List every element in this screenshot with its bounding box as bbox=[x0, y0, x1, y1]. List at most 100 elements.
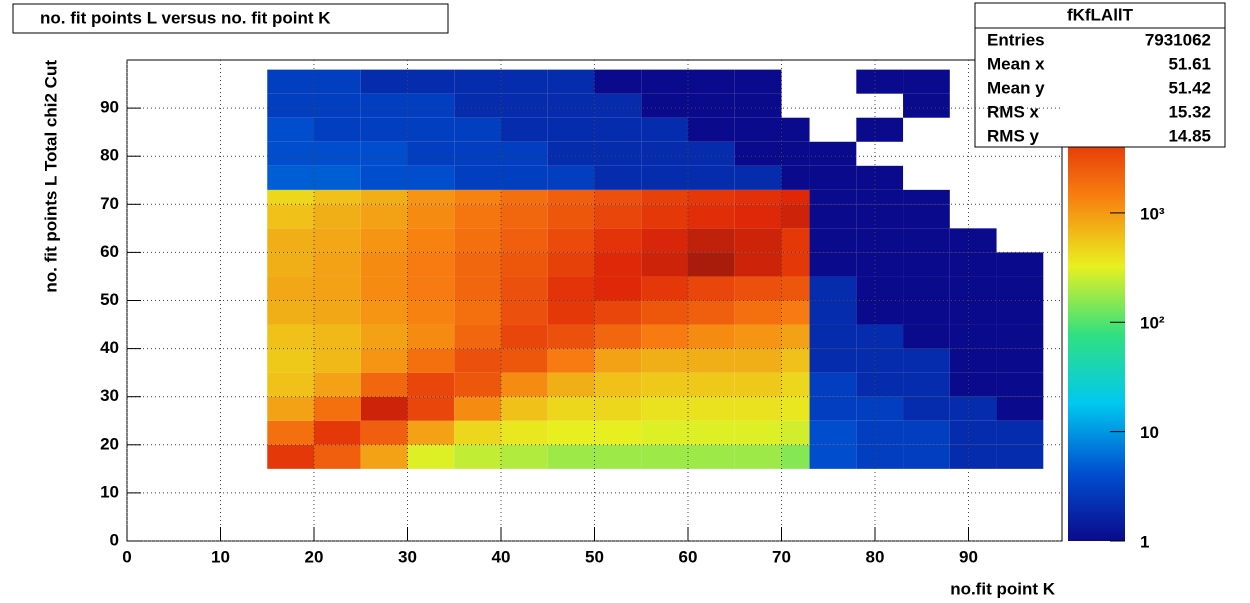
heat-cell bbox=[501, 372, 548, 397]
heat-cell bbox=[501, 276, 548, 301]
y-tick-label: 80 bbox=[100, 146, 119, 165]
heat-cell bbox=[903, 204, 950, 229]
heat-cell bbox=[360, 420, 408, 445]
heat-cell bbox=[781, 420, 810, 445]
heat-cell bbox=[734, 228, 782, 253]
heat-cell bbox=[267, 117, 314, 142]
heat-cell bbox=[594, 300, 642, 325]
heat-cell bbox=[856, 348, 904, 373]
heat-cell bbox=[781, 396, 810, 421]
heat-cell bbox=[809, 300, 857, 325]
heat-cell bbox=[314, 444, 361, 469]
heat-cell bbox=[734, 300, 782, 325]
heat-cell bbox=[594, 165, 642, 190]
y-tick-label: 40 bbox=[100, 338, 119, 357]
heat-cell bbox=[781, 189, 810, 205]
heat-cell bbox=[360, 93, 408, 118]
stats-value: 51.61 bbox=[1168, 54, 1211, 73]
heat-cell bbox=[641, 300, 688, 325]
x-tick-label: 0 bbox=[122, 547, 131, 566]
heat-cell bbox=[734, 69, 782, 94]
heat-cell bbox=[949, 444, 997, 469]
heat-cell bbox=[547, 141, 595, 166]
heat-cell bbox=[594, 372, 642, 397]
heat-cell bbox=[809, 189, 857, 205]
heat-cell bbox=[594, 444, 642, 469]
heat-cell bbox=[314, 324, 361, 349]
heat-cell bbox=[501, 324, 548, 349]
heat-cell bbox=[688, 396, 735, 421]
heat-cell bbox=[314, 420, 361, 445]
x-tick-label: 70 bbox=[772, 547, 791, 566]
heat-cell bbox=[996, 444, 1044, 469]
x-tick-label: 60 bbox=[679, 547, 698, 566]
heat-cell bbox=[454, 117, 501, 142]
heat-cell bbox=[809, 252, 857, 277]
heat-cell bbox=[594, 276, 642, 301]
heat-cell bbox=[903, 324, 950, 349]
heat-cell bbox=[641, 324, 688, 349]
heat-cell bbox=[407, 396, 455, 421]
heat-cell bbox=[454, 300, 501, 325]
heat-cell bbox=[809, 204, 857, 229]
heat-cell bbox=[267, 189, 314, 205]
heat-cell bbox=[781, 372, 810, 397]
y-tick-label: 90 bbox=[100, 98, 119, 117]
heat-cell bbox=[314, 204, 361, 229]
heat-cell bbox=[314, 396, 361, 421]
heat-cell bbox=[314, 69, 361, 94]
heat-cell bbox=[314, 252, 361, 277]
heat-cell bbox=[501, 204, 548, 229]
x-tick-label: 30 bbox=[398, 547, 417, 566]
heat-cell bbox=[501, 300, 548, 325]
heat-cell bbox=[407, 252, 455, 277]
heat-cell bbox=[501, 141, 548, 166]
heat-cell bbox=[856, 396, 904, 421]
z-tick-label: 1 bbox=[1140, 532, 1149, 551]
heat-cell bbox=[641, 165, 688, 190]
heat-cell bbox=[903, 276, 950, 301]
heat-cell bbox=[267, 300, 314, 325]
heat-cell bbox=[407, 165, 455, 190]
heat-cell bbox=[267, 165, 314, 190]
heat-cell bbox=[501, 348, 548, 373]
heat-cell bbox=[856, 69, 904, 94]
stats-label: Mean x bbox=[987, 54, 1045, 73]
heat-cell bbox=[996, 324, 1044, 349]
heat-cell bbox=[454, 204, 501, 229]
heat-cell bbox=[594, 228, 642, 253]
stats-value: 7931062 bbox=[1145, 30, 1211, 49]
heat-cell bbox=[949, 396, 997, 421]
heat-cell bbox=[641, 69, 688, 94]
heat-cell bbox=[501, 228, 548, 253]
heat-cell bbox=[594, 69, 642, 94]
heat-cell bbox=[641, 204, 688, 229]
heat-cell bbox=[547, 420, 595, 445]
heat-cell bbox=[360, 252, 408, 277]
heat-cell bbox=[594, 189, 642, 205]
heat-cell bbox=[688, 444, 735, 469]
heat-cell bbox=[949, 348, 997, 373]
heat-cell bbox=[594, 204, 642, 229]
heat-cell bbox=[903, 69, 950, 94]
heat-cell bbox=[267, 372, 314, 397]
heat-cell bbox=[641, 396, 688, 421]
heat-cell bbox=[856, 324, 904, 349]
heat-cell bbox=[641, 348, 688, 373]
heat-cell bbox=[501, 252, 548, 277]
heat-cell bbox=[856, 276, 904, 301]
heat-cell bbox=[734, 348, 782, 373]
heat-cell bbox=[314, 189, 361, 205]
heat-cell bbox=[949, 420, 997, 445]
stats-box bbox=[974, 2, 1226, 148]
heat-cell bbox=[267, 420, 314, 445]
heat-cell bbox=[267, 252, 314, 277]
heat-cell bbox=[314, 228, 361, 253]
heat-cell bbox=[996, 348, 1044, 373]
stats-value: 14.85 bbox=[1168, 126, 1211, 145]
heat-cell bbox=[781, 300, 810, 325]
heat-cell bbox=[781, 117, 810, 142]
heat-cell bbox=[547, 228, 595, 253]
heat-cell bbox=[903, 348, 950, 373]
heat-cell bbox=[949, 372, 997, 397]
